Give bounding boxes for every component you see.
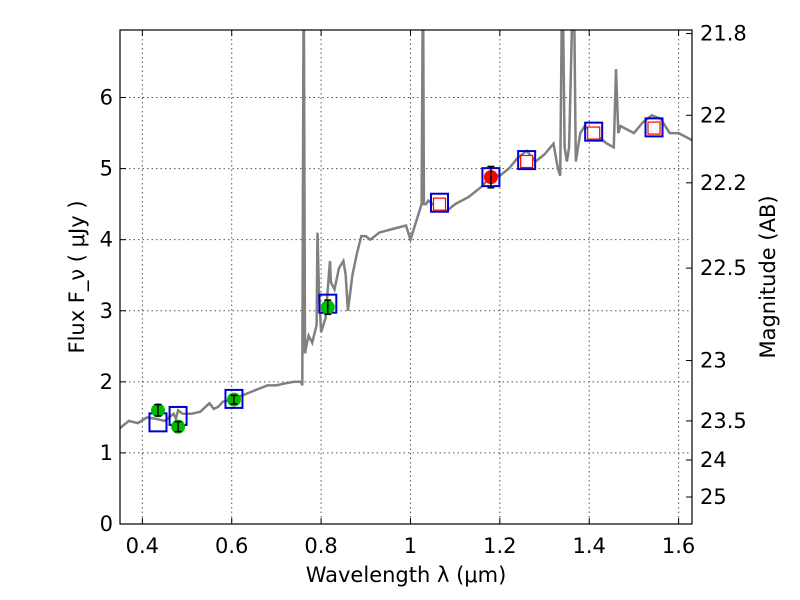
y-tick-label: 0 (100, 512, 113, 536)
upper-limit-marker (647, 121, 661, 135)
plot-background (120, 30, 692, 524)
right-tick-label: 22.2 (700, 171, 747, 195)
y-axis-label: Flux F_ν ( μJy ) (65, 200, 90, 353)
model-photometry-square (644, 117, 664, 138)
y-tick-label: 6 (100, 86, 113, 110)
model-photometry-square (584, 121, 604, 142)
right-tick-label: 22 (700, 103, 727, 127)
right-tick-label: 23.5 (700, 409, 747, 433)
y-tick-label: 5 (100, 157, 113, 181)
y-tick-label: 2 (100, 370, 113, 394)
upper-limit-marker (520, 154, 534, 169)
model-photometry-square (517, 150, 537, 171)
x-axis-label: Wavelength λ (μm) (306, 563, 507, 587)
x-tick-label: 1.6 (662, 534, 695, 558)
right-tick-label: 23 (700, 349, 727, 373)
right-axis-label: Magnitude (AB) (756, 195, 780, 358)
right-tick-label: 22.5 (700, 256, 747, 280)
axis-ticks: 0.4 0.6 0.8 1 1.2 1.4 1.6012345621.82222.222.5… (100, 22, 747, 558)
x-tick-label: 0.4 (126, 534, 159, 558)
x-tick-label: 1 (404, 534, 417, 558)
right-tick-label: 21.8 (700, 22, 747, 46)
model-photometry-square (224, 388, 244, 409)
data-marks (148, 117, 664, 434)
y-tick-label: 4 (100, 228, 113, 252)
x-tick-label: 1.4 (573, 534, 606, 558)
y-tick-label: 1 (100, 441, 113, 465)
upper-limit-marker (432, 197, 447, 211)
upper-limit-marker (587, 126, 601, 140)
x-tick-label: 1.2 (483, 534, 516, 558)
x-tick-label: 0.8 (304, 534, 337, 558)
right-tick-label: 24 (700, 448, 727, 472)
right-tick-label: 25 (700, 485, 727, 509)
plot-frame (119, 29, 693, 525)
x-tick-label: 0.6 (215, 534, 248, 558)
y-tick-label: 3 (100, 299, 113, 323)
model-photometry-square (430, 192, 450, 213)
